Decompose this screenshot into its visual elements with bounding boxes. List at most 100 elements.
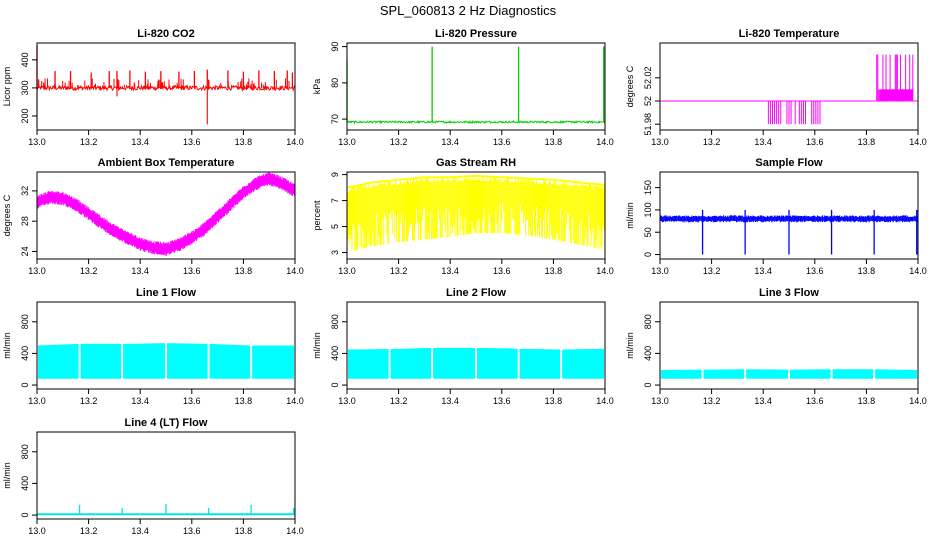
series-pressure: [346, 46, 606, 125]
flow-segment: [348, 349, 389, 379]
x-tick-label: 13.8: [545, 396, 563, 406]
baseline-trace: [36, 83, 296, 92]
x-tick-label: 13.8: [858, 137, 876, 147]
series-ambient_temp: [36, 172, 296, 256]
x-axis: 13.0 13.2 13.4 13.6 13.8 14.0: [338, 130, 614, 147]
flow-segment: [832, 369, 874, 379]
y-tick-label: 200: [20, 108, 30, 123]
panel-line2: Line 2 Flow ml/min 13.0 13.2 13.4 13.6 13.8 14.…: [312, 287, 614, 406]
x-tick-label: 13.0: [28, 526, 46, 536]
panel-title: Li-820 Pressure: [435, 28, 517, 40]
panel-title: Ambient Box Temperature: [98, 157, 235, 169]
panel-gas_rh: Gas Stream RH percent 13.0 13.2 13.4 13.6 13.8…: [312, 157, 614, 276]
x-tick-label: 13.0: [651, 396, 669, 406]
flow-segment: [477, 347, 518, 379]
flow-segment: [519, 348, 561, 379]
x-tick-label: 13.6: [493, 396, 511, 406]
x-tick-label: 13.8: [235, 396, 253, 406]
y-axis: 0 400 800: [20, 314, 37, 388]
baseline-trace: [346, 119, 606, 125]
y-tick-label: 400: [330, 346, 340, 361]
panel-pressure: Li-820 Pressure kPa 13.0 13.2 13.4 13.6 13.8 14…: [312, 28, 614, 147]
y-tick-label: 90: [330, 42, 340, 52]
x-tick-label: 13.4: [131, 526, 149, 536]
flow-segment: [433, 347, 475, 379]
y-tick-label: 9: [330, 172, 340, 177]
y-tick-label: 300: [20, 80, 30, 95]
y-tick-label: 70: [330, 114, 340, 124]
x-tick-label: 13.8: [545, 137, 563, 147]
y-tick-label: 3: [330, 250, 340, 255]
plot-frame: [36, 42, 296, 131]
x-tick-label: 13.4: [441, 137, 459, 147]
x-tick-label: 13.6: [493, 137, 511, 147]
x-tick-label: 14.0: [286, 526, 304, 536]
x-tick-label: 13.0: [651, 266, 669, 276]
panel-title: Gas Stream RH: [436, 157, 516, 169]
x-tick-label: 13.8: [545, 266, 563, 276]
y-tick-label: 800: [20, 444, 30, 459]
flow-segment: [746, 369, 788, 379]
y-axis-label: ml/min: [625, 202, 635, 229]
panel-line1: Line 1 Flow ml/min 13.0 13.2 13.4 13.6 13.8 14.…: [2, 287, 304, 406]
y-tick-label: 0: [330, 383, 340, 388]
y-axis-label: degrees C: [2, 194, 12, 236]
series-licor_temp: [660, 54, 918, 125]
flow-segment: [252, 345, 294, 379]
x-tick-label: 14.0: [909, 137, 927, 147]
y-axis-label: Licor ppm: [2, 67, 12, 107]
x-tick-label: 13.6: [183, 266, 201, 276]
series-line1: [38, 343, 294, 379]
y-tick-label: 0: [643, 252, 653, 257]
series-gas_rh: [346, 174, 606, 252]
x-tick-label: 13.0: [28, 266, 46, 276]
x-tick-label: 13.6: [493, 266, 511, 276]
y-tick-label: 400: [20, 346, 30, 361]
y-tick-label: 800: [330, 314, 340, 329]
x-tick-label: 13.4: [131, 396, 149, 406]
x-tick-label: 13.2: [80, 137, 98, 147]
flow-segment: [209, 343, 251, 379]
y-tick-label: 52: [643, 96, 653, 106]
flow-segment: [38, 343, 79, 379]
flow-segment: [661, 369, 702, 379]
x-tick-label: 14.0: [596, 396, 614, 406]
x-tick-label: 14.0: [286, 266, 304, 276]
x-tick-label: 13.8: [235, 266, 253, 276]
panel-ambient_temp: Ambient Box Temperature degrees C 13.0 13.2…: [2, 157, 304, 276]
y-tick-label: 24: [20, 246, 30, 256]
x-tick-label: 13.6: [806, 396, 824, 406]
y-tick-label: 28: [20, 216, 30, 226]
y-axis-label: degrees C: [625, 65, 635, 107]
y-tick-label: 5: [330, 224, 340, 229]
y-axis: 0 50 100 150: [643, 180, 660, 257]
x-tick-label: 13.2: [703, 266, 721, 276]
flow-segment: [790, 369, 831, 379]
panel-title: Li-820 CO2: [137, 28, 194, 40]
y-axis-label: percent: [312, 200, 322, 231]
plot-frame: [36, 431, 296, 520]
y-tick-label: 400: [643, 346, 653, 361]
y-tick-label: 150: [643, 180, 653, 195]
x-axis: 13.0 13.2 13.4 13.6 13.8 14.0: [651, 389, 927, 406]
plot-frame: [659, 42, 919, 131]
panel-title: Line 2 Flow: [446, 287, 506, 299]
x-axis: 13.0 13.2 13.4 13.6 13.8 14.0: [28, 130, 304, 147]
y-tick-label: 50: [643, 227, 653, 237]
y-axis: 24 28 32: [20, 186, 37, 256]
series-co2: [36, 45, 296, 128]
panel-title: Line 1 Flow: [136, 287, 196, 299]
x-tick-label: 14.0: [286, 396, 304, 406]
x-tick-label: 14.0: [596, 137, 614, 147]
y-tick-label: 51.98: [643, 113, 653, 136]
x-axis: 13.0 13.2 13.4 13.6 13.8 14.0: [338, 259, 614, 276]
x-tick-label: 13.2: [80, 396, 98, 406]
x-tick-label: 14.0: [909, 266, 927, 276]
y-axis: 0 400 800: [20, 444, 37, 518]
y-axis: 51.98 52 52.02: [643, 67, 660, 136]
flow-segment: [123, 343, 165, 379]
x-tick-label: 13.2: [80, 266, 98, 276]
